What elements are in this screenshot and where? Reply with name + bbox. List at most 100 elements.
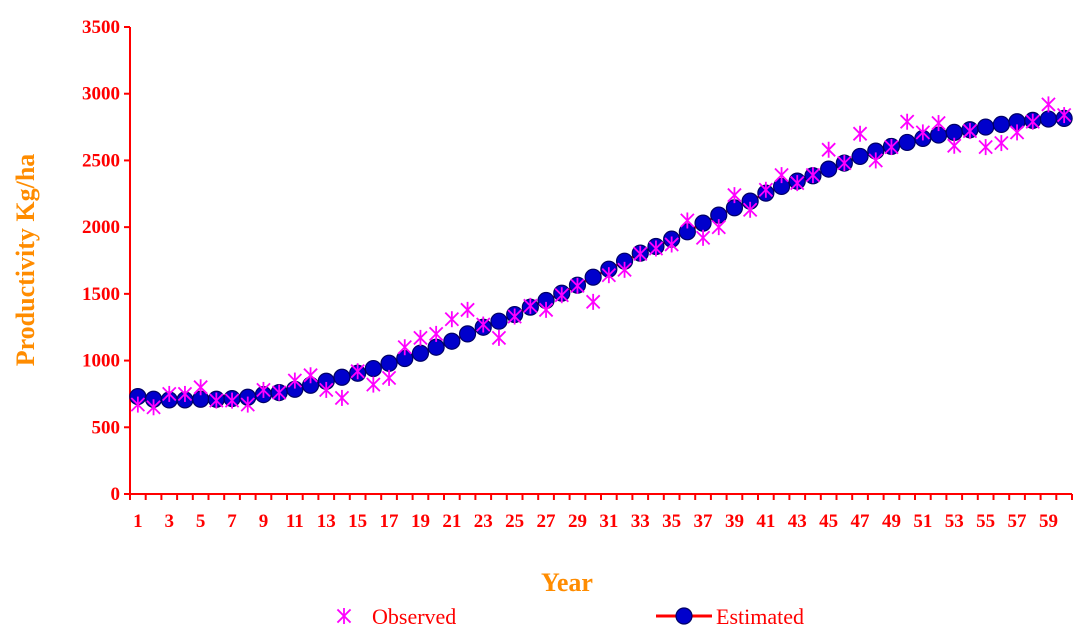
observed-point — [1041, 96, 1056, 113]
observed-point — [413, 329, 428, 346]
observed-point — [491, 329, 507, 346]
observed-point — [947, 137, 962, 154]
observed-point — [648, 240, 664, 257]
observed-point — [1009, 124, 1025, 141]
observed-point — [240, 396, 255, 413]
estimated-point — [898, 133, 916, 152]
observed-point — [617, 261, 632, 278]
observed-point — [224, 392, 240, 409]
observed-point — [790, 175, 805, 192]
observed-point — [742, 201, 758, 218]
observed-point — [523, 297, 538, 314]
observed-point — [852, 125, 868, 142]
observed-point — [994, 135, 1009, 152]
legend-observed-marker — [336, 608, 352, 624]
estimated-point — [458, 325, 477, 343]
legend-estimated-icon — [675, 607, 693, 625]
observed-point — [884, 139, 899, 156]
x-tick-label: 39 — [725, 511, 744, 532]
x-tick-label: 35 — [662, 511, 681, 532]
estimated-point — [380, 354, 398, 372]
observed-point — [287, 372, 303, 389]
estimated-point — [851, 147, 869, 166]
estimated-point — [694, 214, 712, 232]
y-tick-label: 0 — [111, 484, 121, 505]
observed-point — [381, 369, 397, 386]
legend: Observed Estimated — [336, 604, 804, 628]
observed-point — [711, 219, 726, 236]
x-tick-label: 31 — [599, 511, 618, 532]
estimated-point — [411, 344, 430, 362]
observed-point — [633, 245, 648, 262]
x-axis-title: Year — [541, 568, 593, 597]
observed-point — [319, 381, 334, 398]
estimated-point — [584, 268, 602, 286]
estimated-point — [992, 115, 1010, 134]
estimated-point — [364, 359, 382, 378]
x-tick-label: 21 — [442, 511, 461, 532]
observed-point — [774, 167, 789, 184]
x-tick-label: 51 — [913, 511, 932, 532]
x-tick-label: 57 — [1008, 511, 1028, 532]
x-tick-label: 9 — [259, 511, 269, 532]
x-tick-label: 29 — [568, 511, 587, 532]
observed-point — [256, 381, 271, 398]
x-tick-label: 5 — [196, 511, 206, 532]
y-tick-label: 2500 — [82, 150, 120, 171]
observed-point — [931, 115, 946, 132]
observed-point — [303, 367, 318, 384]
y-tick-label: 500 — [92, 417, 121, 438]
observed-point — [821, 141, 836, 158]
x-tick-label: 37 — [694, 511, 714, 532]
observed-point — [727, 187, 742, 204]
observed-point — [1025, 113, 1040, 130]
x-tick-label: 19 — [411, 511, 430, 532]
x-tick-label: 15 — [348, 511, 367, 532]
legend-estimated-marker — [656, 607, 712, 625]
estimated-point — [1039, 110, 1058, 128]
x-tick-label: 17 — [380, 511, 400, 532]
estimated-point — [443, 332, 461, 350]
x-tick-label: 55 — [976, 511, 995, 532]
observed-point — [366, 376, 381, 393]
y-tick-label: 3000 — [82, 84, 120, 105]
observed-point — [460, 301, 475, 318]
observed-point — [664, 236, 679, 253]
observed-point — [758, 181, 774, 198]
x-tick-label: 25 — [505, 511, 524, 532]
x-tick-label: 7 — [227, 511, 237, 532]
x-tick-label: 13 — [317, 511, 336, 532]
x-tick-label: 43 — [788, 511, 807, 532]
observed-point — [805, 167, 821, 184]
observed-point — [978, 139, 993, 156]
y-tick-label: 3500 — [82, 17, 120, 38]
observed-point — [209, 392, 224, 409]
legend-observed-icon — [336, 608, 352, 624]
observed-point — [837, 155, 852, 172]
x-tick-label: 33 — [631, 511, 650, 532]
x-tick-label: 45 — [819, 511, 838, 532]
x-tick-label: 59 — [1039, 511, 1058, 532]
observed-point — [538, 301, 554, 318]
legend-observed-label: Observed — [372, 604, 456, 628]
estimated-point — [820, 160, 838, 178]
estimated-point — [333, 368, 351, 386]
x-tick-label: 49 — [882, 511, 901, 532]
observed-point — [334, 389, 350, 406]
observed-point — [695, 229, 711, 246]
observed-point — [193, 379, 208, 396]
series-estimated — [129, 109, 1073, 409]
observed-point — [868, 152, 883, 169]
x-tick-label: 27 — [537, 511, 557, 532]
observed-point — [899, 113, 915, 130]
x-tick-label: 53 — [945, 511, 964, 532]
x-tick-label: 3 — [165, 511, 175, 532]
x-tick-label: 1 — [133, 511, 143, 532]
observed-point — [962, 123, 978, 140]
observed-point — [680, 212, 695, 229]
observed-point — [271, 384, 287, 401]
x-tick-label: 23 — [474, 511, 493, 532]
observed-point — [1056, 107, 1072, 124]
observed-point — [507, 308, 522, 325]
